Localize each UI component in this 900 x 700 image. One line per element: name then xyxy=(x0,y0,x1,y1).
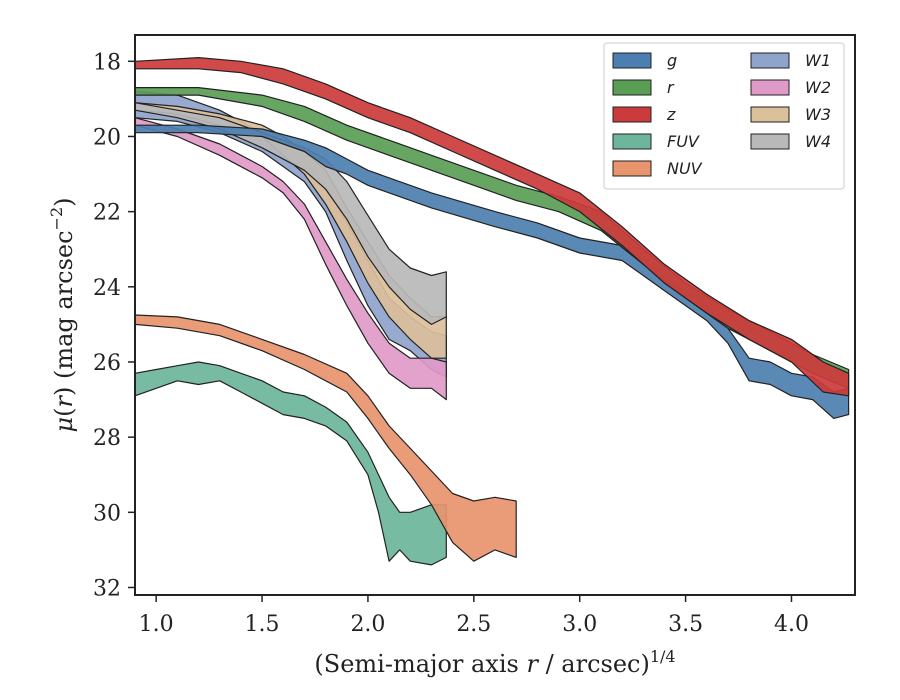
band-nuv xyxy=(134,314,517,562)
legend-swatch-r xyxy=(612,79,652,96)
legend-label-w2: W2 xyxy=(805,78,831,97)
x-axis-ticks: 1.0 1.5 2.0 2.5 3.0 3.5 4.0 xyxy=(139,595,809,637)
y-tick-label: 20 xyxy=(93,125,121,150)
y-tick-label: 18 xyxy=(93,50,121,75)
y-axis-label: μ(r) (mag arcsec−2) xyxy=(47,197,78,432)
plot-frame xyxy=(134,34,856,596)
legend: grz FUV NUV W1 W2 W3 W4 xyxy=(603,42,845,190)
y-tick-label: 26 xyxy=(93,351,121,376)
x-tick-label: 3.0 xyxy=(562,612,597,637)
legend-swatch-fuv xyxy=(612,133,652,150)
x-tick-label: 2.5 xyxy=(456,612,491,637)
x-tick-label: 3.5 xyxy=(668,612,703,637)
legend-label-z: z xyxy=(666,105,676,124)
legend-swatch-z xyxy=(612,106,652,123)
x-tick-label: 1.0 xyxy=(139,612,174,637)
legend-label-r: r xyxy=(667,78,675,97)
legend-label-w4: W4 xyxy=(805,132,831,151)
y-tick-label: 24 xyxy=(93,276,121,301)
legend-swatch-w4 xyxy=(750,133,790,150)
band-z xyxy=(134,57,850,397)
y-tick-label: 30 xyxy=(93,501,121,526)
legend-swatch-w1 xyxy=(750,52,790,69)
x-tick-label: 4.0 xyxy=(774,612,809,637)
legend-swatch-w3 xyxy=(750,106,790,123)
legend-swatch-nuv xyxy=(612,160,652,177)
y-axis-ticks: 18 20 22 24 26 28 30 32 xyxy=(93,50,135,601)
y-tick-label: 22 xyxy=(93,201,121,226)
band-w2 xyxy=(134,117,447,401)
x-tick-label: 1.5 xyxy=(245,612,280,637)
x-axis-label: (Semi-major axis r / arcsec)1/4 xyxy=(314,647,675,678)
legend-label-fuv: FUV xyxy=(667,132,700,151)
band-fuv xyxy=(134,361,447,566)
legend-label-nuv: NUV xyxy=(667,159,703,178)
x-tick-label: 2.0 xyxy=(350,612,385,637)
legend-label-w3: W3 xyxy=(805,105,831,124)
band-g xyxy=(134,124,850,419)
legend-label-w1: W1 xyxy=(805,51,831,70)
y-tick-label: 32 xyxy=(93,576,121,601)
legend-swatch-w2 xyxy=(750,79,790,96)
y-tick-label: 28 xyxy=(93,426,121,451)
legend-label-g: g xyxy=(667,51,677,70)
legend-swatch-g xyxy=(612,52,652,69)
profile-bands xyxy=(134,57,850,566)
